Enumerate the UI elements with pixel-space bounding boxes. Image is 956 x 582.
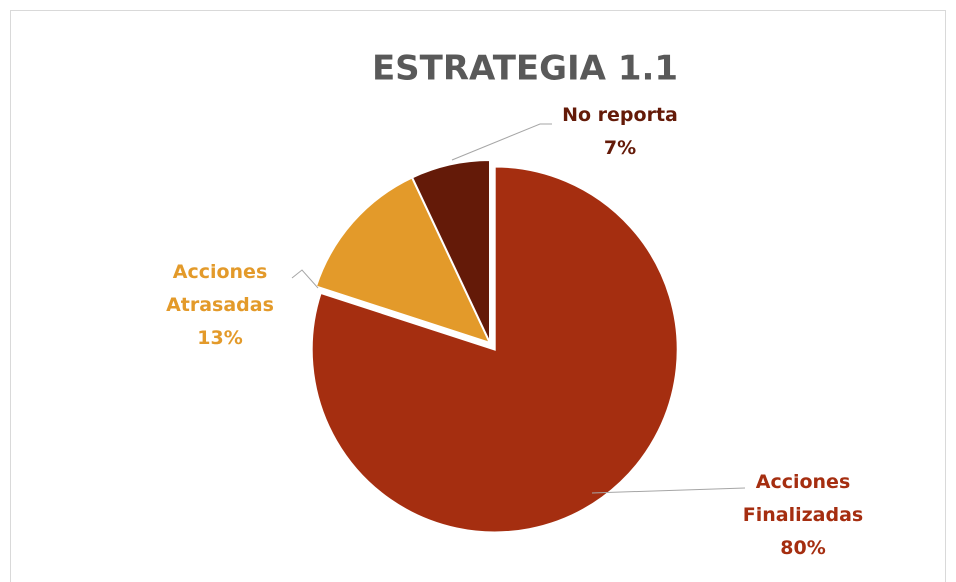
leader-line bbox=[591, 487, 746, 494]
label-value: 80% bbox=[780, 537, 826, 559]
label-category: Acciones Finalizadas bbox=[742, 471, 864, 526]
data-label: Acciones Atrasadas 13% bbox=[150, 256, 290, 355]
data-label: No reporta 7% bbox=[540, 99, 700, 165]
pie-slice bbox=[410, 158, 491, 344]
label-category: No reporta bbox=[562, 104, 678, 126]
label-value: 13% bbox=[197, 327, 243, 349]
leader-line bbox=[451, 123, 552, 161]
pie-slice bbox=[310, 165, 679, 534]
data-label: Acciones Finalizadas 80% bbox=[733, 466, 873, 565]
label-category: Acciones Atrasadas bbox=[166, 261, 274, 316]
chart-title: ESTRATEGIA 1.1 bbox=[372, 49, 678, 89]
pie-slice bbox=[314, 176, 492, 345]
leader-line bbox=[291, 269, 319, 289]
label-value: 7% bbox=[603, 137, 637, 159]
